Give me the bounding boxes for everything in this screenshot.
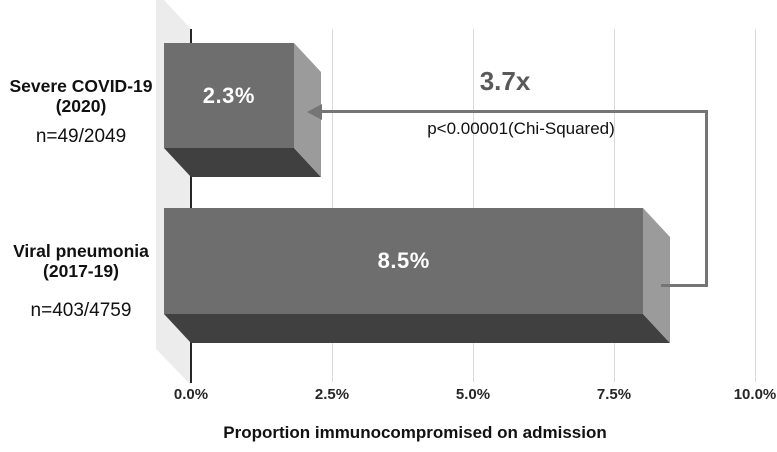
gridline: [472, 29, 474, 382]
category-label-severe-covid: Severe COVID-19 (2020): [0, 76, 162, 116]
bar-front-face: 2.3%: [164, 43, 294, 148]
arrow-left-icon: [307, 104, 322, 120]
category-label-viral-pneumonia: Viral pneumonia (2017-19): [0, 241, 162, 281]
gridline: [331, 29, 333, 382]
value-axis-zero-line: [190, 29, 192, 383]
x-tick-label: 0.0%: [173, 386, 209, 403]
ratio-annotation: 3.7x: [479, 66, 531, 96]
sample-size-viral-pneumonia: n=403/4759: [30, 300, 132, 321]
gridline: [754, 29, 756, 382]
x-axis-title: Proportion immunocompromised on admissio…: [223, 423, 607, 442]
x-tick-label: 5.0%: [455, 386, 491, 403]
x-tick-label: 2.5%: [314, 386, 350, 403]
bar-value-label: 8.5%: [377, 248, 430, 273]
x-tick-label: 7.5%: [596, 386, 632, 403]
bar-front-face: 8.5%: [164, 208, 644, 314]
arrow-vertical-segment: [705, 110, 708, 287]
bar-value-label: 2.3%: [202, 82, 255, 108]
category-line1: Viral pneumonia: [13, 241, 149, 261]
sample-size-severe-covid: n=49/2049: [35, 126, 127, 147]
arrow-top-segment: [320, 110, 708, 113]
category-line2: (2020): [55, 96, 107, 116]
category-line2: (2017-19): [43, 261, 119, 281]
arrow-bottom-segment: [661, 284, 708, 287]
x-tick-label: 10.0%: [733, 386, 777, 403]
bar-bottom-face: [164, 314, 671, 343]
category-line1: Severe COVID-19: [9, 76, 153, 96]
pvalue-annotation: p<0.00001(Chi-Squared): [427, 119, 615, 138]
gridline: [613, 29, 615, 382]
